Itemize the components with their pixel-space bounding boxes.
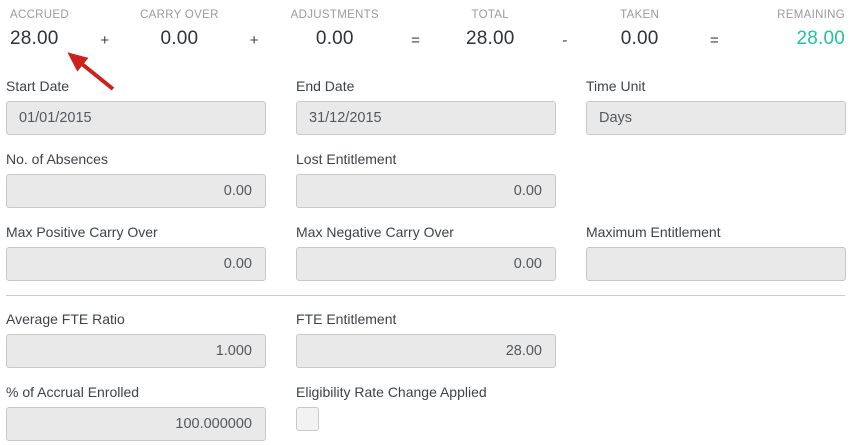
entitlement-form: Start Date End Date Time Unit No. of Abs… [0, 54, 853, 441]
operator-equals: = [709, 32, 719, 49]
section-divider [6, 295, 845, 296]
start-date-label: Start Date [6, 78, 70, 94]
summary-total: TOTAL 28.00 [440, 9, 540, 50]
taken-value: 0.00 [620, 28, 659, 49]
time-unit-label: Time Unit [586, 78, 646, 94]
time-unit-input[interactable] [586, 101, 846, 135]
remaining-value: 28.00 [796, 28, 846, 49]
taken-label: TAKEN [620, 9, 660, 21]
operator-plus: + [100, 32, 110, 49]
lost-entitlement-label: Lost Entitlement [296, 151, 397, 167]
maximum-entitlement-label: Maximum Entitlement [586, 224, 721, 240]
adjustments-value: 0.00 [315, 28, 354, 49]
operator-minus: - [562, 32, 568, 49]
accrued-value: 28.00 [10, 28, 59, 49]
end-date-input[interactable] [296, 101, 556, 135]
operator-equals: = [411, 32, 420, 49]
summary-taken: TAKEN 0.00 [590, 9, 690, 50]
summary-remaining: REMAINING 28.00 [739, 9, 845, 50]
max-positive-carry-over-label: Max Positive Carry Over [6, 224, 158, 240]
total-value: 28.00 [465, 28, 515, 49]
no-of-absences-input[interactable] [6, 174, 266, 208]
summary-adjustments: ADJUSTMENTS 0.00 [279, 9, 391, 50]
maximum-entitlement-input[interactable] [586, 247, 846, 281]
eligibility-rate-change-checkbox[interactable] [296, 407, 319, 431]
fte-entitlement-input[interactable] [296, 334, 556, 368]
operator-plus: + [249, 32, 259, 49]
summary-carry-over: CARRY OVER 0.00 [129, 9, 229, 50]
start-date-input[interactable] [6, 101, 266, 135]
total-label: TOTAL [471, 9, 509, 21]
remaining-label: REMAINING [777, 9, 846, 21]
pct-of-accrual-enrolled-label: % of Accrual Enrolled [6, 384, 140, 400]
no-of-absences-label: No. of Absences [6, 151, 108, 167]
end-date-label: End Date [296, 78, 355, 94]
pct-of-accrual-enrolled-input[interactable] [6, 407, 266, 441]
eligibility-rate-change-applied-label: Eligibility Rate Change Applied [296, 384, 487, 400]
adjustments-label: ADJUSTMENTS [290, 9, 379, 21]
summary-accrued: ACCRUED 28.00 [10, 9, 80, 50]
max-positive-carry-over-input[interactable] [6, 247, 266, 281]
average-fte-ratio-input[interactable] [6, 334, 266, 368]
fte-entitlement-label: FTE Entitlement [296, 311, 397, 327]
max-negative-carry-over-input[interactable] [296, 247, 556, 281]
entitlement-summary-bar: ACCRUED 28.00 + CARRY OVER 0.00 + ADJUST… [0, 0, 853, 54]
lost-entitlement-input[interactable] [296, 174, 556, 208]
average-fte-ratio-label: Average FTE Ratio [6, 311, 125, 327]
max-negative-carry-over-label: Max Negative Carry Over [296, 224, 454, 240]
accrued-label: ACCRUED [10, 9, 69, 21]
carry-over-label: CARRY OVER [140, 9, 219, 21]
carry-over-value: 0.00 [160, 28, 199, 49]
